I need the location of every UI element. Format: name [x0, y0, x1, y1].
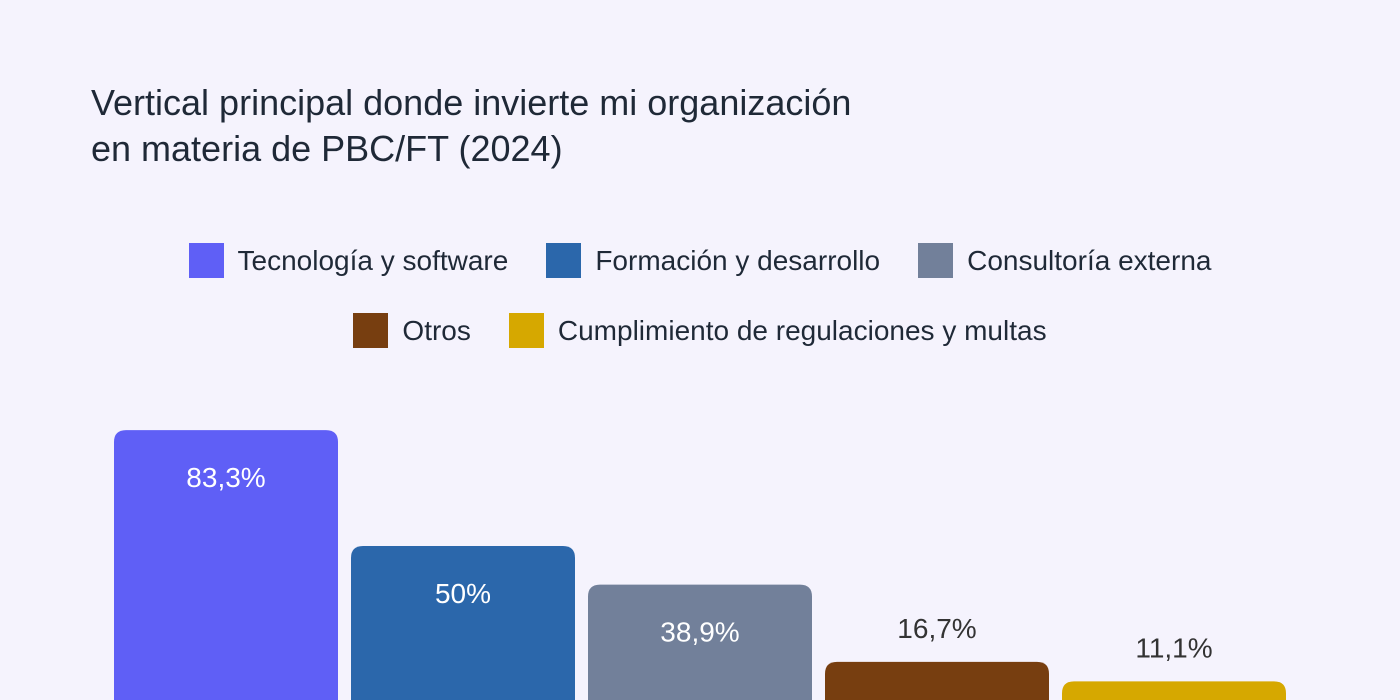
bar-value-label-tecnologia: 83,3% — [186, 462, 265, 493]
legend-item-formacion: Formación y desarrollo — [546, 243, 880, 278]
legend-swatch-otros — [353, 313, 389, 348]
bar-value-label-consultoria: 38,9% — [660, 617, 739, 648]
bar-otros — [825, 661, 1049, 700]
legend-swatch-consultoria — [918, 243, 954, 278]
bar-formacion — [351, 546, 575, 700]
legend-item-otros: Otros — [353, 313, 471, 348]
bar-consultoria — [588, 584, 812, 700]
legend-row-1: Tecnología y software Formación y desarr… — [0, 243, 1400, 278]
legend-swatch-cumplimiento — [508, 313, 544, 348]
legend-item-tecnologia: Tecnología y software — [188, 243, 509, 278]
legend-swatch-formacion — [546, 243, 582, 278]
legend-label-formacion: Formación y desarrollo — [595, 244, 881, 276]
chart-title-line-1: Vertical principal donde invierte mi org… — [91, 82, 852, 123]
bar-value-label-formacion: 50% — [435, 578, 491, 609]
legend-label-tecnologia: Tecnología y software — [237, 244, 509, 276]
legend-label-otros: Otros — [402, 314, 471, 346]
legend-row-2: Otros Cumplimiento de regulaciones y mul… — [0, 313, 1400, 348]
legend-label-cumplimiento: Cumplimiento de regulaciones y multas — [557, 314, 1047, 346]
chart-title: Vertical principal donde invierte mi org… — [91, 80, 1091, 172]
bar-tecnologia — [114, 430, 338, 700]
bar-cumplimiento — [1062, 681, 1286, 700]
bar-value-label-otros: 16,7% — [897, 613, 976, 644]
legend-swatch-tecnologia — [188, 243, 224, 278]
legend-item-cumplimiento: Cumplimiento de regulaciones y multas — [508, 313, 1047, 348]
legend-label-consultoria: Consultoría externa — [967, 244, 1212, 276]
bar-value-label-cumplimiento: 11,1% — [1135, 632, 1212, 663]
chart-title-line-2: en materia de PBC/FT (2024) — [91, 128, 563, 169]
legend-item-consultoria: Consultoría externa — [918, 243, 1211, 278]
